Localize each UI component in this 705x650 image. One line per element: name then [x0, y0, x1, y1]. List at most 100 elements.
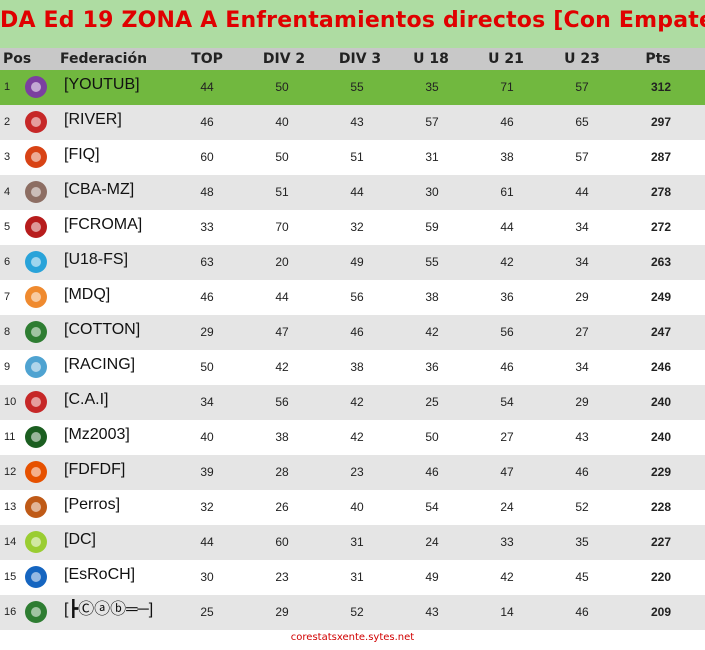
- row-points: 240: [650, 430, 672, 444]
- row-federation: [RACING]: [64, 356, 136, 373]
- row-points: 312: [650, 80, 672, 94]
- table-row: 1 [YOUTUB] 44 50 55 35 71 57 312: [0, 70, 705, 105]
- row-points: 228: [650, 500, 672, 514]
- row-u23: 46: [575, 605, 589, 619]
- table-row: 8 [COTTON] 29 47 46 42 56 27 247: [0, 315, 705, 350]
- table-row: 13 [Perros] 32 26 40 54 24 52 228: [0, 490, 705, 525]
- row-u23: 34: [575, 360, 589, 374]
- row-position: 7: [4, 291, 11, 303]
- row-div3: 52: [350, 605, 364, 619]
- team-crest-icon: [25, 181, 47, 203]
- row-position: 8: [4, 326, 11, 338]
- team-crest-icon: [25, 146, 47, 168]
- row-u23: 43: [575, 430, 589, 444]
- team-crest-icon: [25, 426, 47, 448]
- row-federation: [MDQ]: [64, 286, 111, 303]
- row-federation: [FCROMA]: [64, 216, 143, 233]
- row-u18: 46: [425, 465, 439, 479]
- row-points: 227: [650, 535, 672, 549]
- row-u21: 46: [500, 115, 514, 129]
- row-div2: 56: [275, 395, 289, 409]
- row-u18: 38: [425, 290, 439, 304]
- row-position: 3: [4, 151, 11, 163]
- row-div3: 32: [350, 220, 364, 234]
- row-div3: 42: [350, 395, 364, 409]
- row-position: 9: [4, 361, 11, 373]
- row-u18: 49: [425, 570, 439, 584]
- team-crest-icon: [25, 461, 47, 483]
- row-div2: 50: [275, 80, 289, 94]
- row-position: 5: [4, 221, 11, 233]
- row-u23: 46: [575, 465, 589, 479]
- row-top: 34: [200, 395, 214, 409]
- row-u21: 33: [500, 535, 514, 549]
- row-position: 14: [4, 536, 17, 548]
- team-crest-icon: [25, 76, 47, 98]
- row-top: 39: [200, 465, 214, 479]
- table-row: 11 [Mz2003] 40 38 42 50 27 43 240: [0, 420, 705, 455]
- row-u18: 42: [425, 325, 439, 339]
- row-u18: 35: [425, 80, 439, 94]
- row-div3: 46: [350, 325, 364, 339]
- row-u18: 31: [425, 150, 439, 164]
- row-federation: [YOUTUB]: [64, 76, 140, 93]
- row-u23: 57: [575, 80, 589, 94]
- row-federation: [EsRoCH]: [64, 566, 136, 583]
- table-row: 7 [MDQ] 46 44 56 38 36 29 249: [0, 280, 705, 315]
- row-points: 272: [650, 220, 672, 234]
- row-div2: 20: [275, 255, 289, 269]
- row-top: 46: [200, 290, 214, 304]
- footer-link[interactable]: corestatsxente.sytes.net: [290, 632, 415, 643]
- table-row: 15 [EsRoCH] 30 23 31 49 42 45 220: [0, 560, 705, 595]
- team-crest-icon: [25, 531, 47, 553]
- row-div2: 23: [275, 570, 289, 584]
- row-federation: [U18-FS]: [64, 251, 129, 268]
- row-u23: 34: [575, 220, 589, 234]
- title-bar: DA Ed 19 ZONA A Enfrentamientos directos…: [0, 0, 705, 48]
- team-crest-icon: [25, 111, 47, 133]
- team-crest-icon: [25, 496, 47, 518]
- row-div3: 38: [350, 360, 364, 374]
- row-top: 48: [200, 185, 214, 199]
- row-div3: 44: [350, 185, 364, 199]
- table-row: 6 [U18-FS] 63 20 49 55 42 34 263: [0, 245, 705, 280]
- row-federation: [FDFDF]: [64, 461, 126, 478]
- header-u21: U 21: [488, 51, 524, 67]
- row-div2: 51: [275, 185, 289, 199]
- row-u21: 54: [500, 395, 514, 409]
- team-crest-icon: [25, 286, 47, 308]
- row-federation: [┣Ⓒⓐⓑ═─]: [64, 601, 154, 618]
- header-u23: U 23: [564, 51, 600, 67]
- row-div2: 29: [275, 605, 289, 619]
- row-div3: 43: [350, 115, 364, 129]
- row-top: 44: [200, 80, 214, 94]
- row-points: 246: [650, 360, 672, 374]
- row-u21: 38: [500, 150, 514, 164]
- row-div3: 51: [350, 150, 364, 164]
- header-pts: Pts: [645, 51, 671, 67]
- header-top: TOP: [191, 51, 223, 67]
- row-position: 13: [4, 501, 17, 513]
- row-top: 60: [200, 150, 214, 164]
- row-points: 263: [650, 255, 672, 269]
- header-pos: Pos: [3, 51, 32, 67]
- row-u23: 27: [575, 325, 589, 339]
- row-federation: [COTTON]: [64, 321, 141, 338]
- row-div2: 47: [275, 325, 289, 339]
- row-div2: 42: [275, 360, 289, 374]
- row-u21: 14: [500, 605, 514, 619]
- row-u21: 61: [500, 185, 514, 199]
- row-u18: 25: [425, 395, 439, 409]
- row-position: 4: [4, 186, 11, 198]
- row-u23: 52: [575, 500, 589, 514]
- row-points: 278: [650, 185, 672, 199]
- table-row: 4 [CBA-MZ] 48 51 44 30 61 44 278: [0, 175, 705, 210]
- row-div2: 26: [275, 500, 289, 514]
- row-div2: 70: [275, 220, 289, 234]
- row-u23: 45: [575, 570, 589, 584]
- row-u23: 65: [575, 115, 589, 129]
- row-div2: 40: [275, 115, 289, 129]
- team-crest-icon: [25, 391, 47, 413]
- row-top: 30: [200, 570, 214, 584]
